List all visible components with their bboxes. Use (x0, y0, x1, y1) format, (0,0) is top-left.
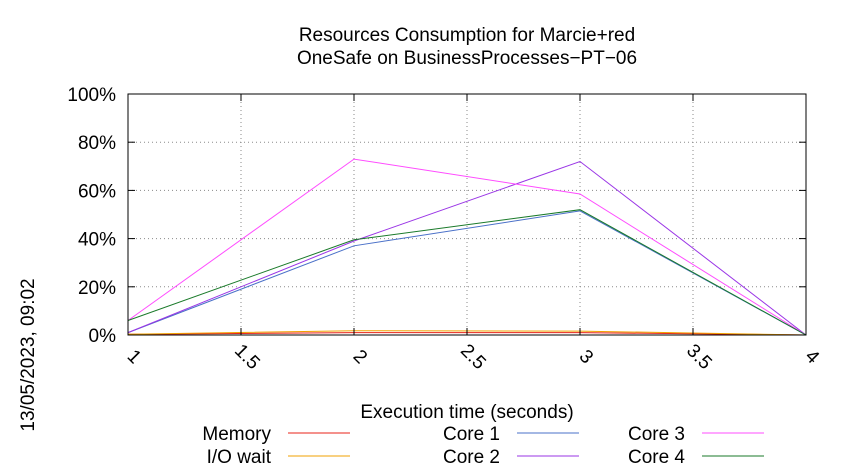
series-line-core-3 (127, 158, 807, 336)
legend-label-core-3: Core 3 (628, 424, 685, 445)
x-axis-ticks: 1 1.5 2 2.5 3 3.5 4 (123, 94, 824, 374)
x-tick-label: 1.5 (230, 340, 264, 374)
chart-title-line-1: Resources Consumption for Marcie+red (299, 25, 635, 46)
grid-lines (128, 94, 806, 335)
y-axis-ticks: 0% 20% 40% 60% 80% 100% (67, 85, 806, 347)
x-tick-label: 3.5 (682, 340, 716, 374)
legend-label-core-2: Core 2 (443, 447, 500, 468)
x-tick-label: 2.5 (456, 340, 490, 374)
y-tick-label: 100% (67, 85, 116, 106)
series-lines (127, 158, 807, 336)
y-tick-label: 0% (89, 326, 117, 347)
series-line-core-2 (127, 160, 807, 336)
x-tick-label: 2 (349, 346, 371, 368)
legend-label-core-4: Core 4 (628, 447, 685, 468)
y-tick-label: 80% (78, 133, 116, 154)
y-tick-label: 60% (78, 181, 116, 202)
legend-label-i-o-wait: I/O wait (207, 447, 272, 468)
timestamp-label: 13/05/2023, 09:02 (18, 278, 39, 431)
y-tick-label: 40% (78, 230, 116, 251)
x-axis-label: Execution time (seconds) (360, 402, 573, 423)
x-tick-label: 4 (801, 346, 824, 369)
series-line-core-4 (127, 209, 807, 336)
y-tick-label: 20% (78, 278, 116, 299)
legend-label-core-1: Core 1 (443, 424, 500, 445)
series-line-core-1 (127, 210, 807, 336)
x-tick-label: 3 (575, 346, 597, 368)
chart-title-line-2: OneSafe on BusinessProcesses−PT−06 (297, 48, 637, 69)
x-tick-label: 1 (123, 346, 145, 368)
chart-title: Resources Consumption for Marcie+red One… (297, 25, 637, 69)
legend-label-memory: Memory (202, 424, 271, 445)
